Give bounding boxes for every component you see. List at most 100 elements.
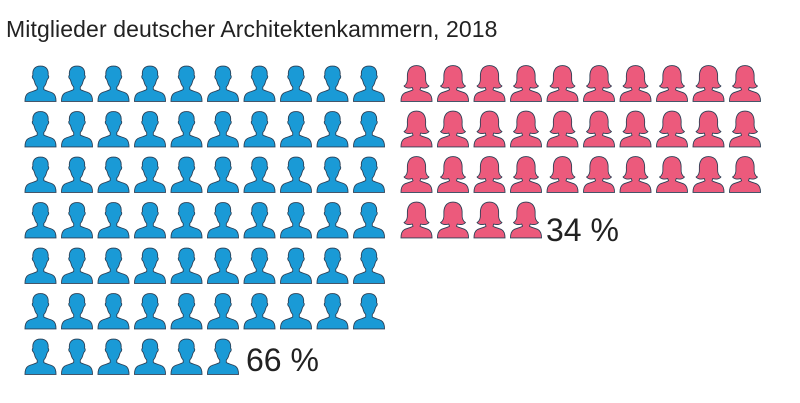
male-person-icon (279, 247, 313, 284)
male-person-icon (170, 202, 203, 239)
female-person-icon (400, 110, 433, 148)
male-person-icon (206, 247, 240, 284)
female-person-icon (546, 65, 579, 102)
male-person-icon (60, 338, 94, 375)
male-person-icon (316, 65, 349, 102)
male-person-icon (316, 156, 349, 193)
female-person-icon (436, 65, 470, 102)
female-person-icon (728, 65, 762, 102)
male-person-icon (352, 156, 386, 193)
male-person-icon (316, 293, 349, 330)
female-person-icon (509, 201, 543, 239)
male-person-icon (279, 293, 313, 330)
male-person-icon (133, 247, 167, 284)
female-person-icon (473, 156, 506, 193)
male-person-icon (133, 156, 167, 193)
male-person-icon (170, 156, 203, 193)
female-person-icon (655, 110, 689, 148)
male-person-icon (60, 156, 94, 193)
male-person-icon (24, 338, 57, 375)
female-person-icon (436, 110, 470, 148)
female-percentage-label: 34 % (546, 212, 619, 248)
male-person-icon (133, 338, 167, 375)
male-person-icon (206, 202, 240, 239)
male-person-icon (133, 65, 167, 102)
male-person-icon (279, 111, 313, 148)
male-person-icon (60, 202, 94, 239)
male-person-icon (279, 156, 313, 193)
female-person-icon (655, 65, 689, 102)
male-person-icon (352, 65, 386, 102)
female-person-icon (436, 201, 470, 239)
male-person-icon (316, 111, 349, 148)
female-person-icon (509, 156, 543, 193)
male-person-icon (316, 247, 349, 284)
male-person-icon (243, 65, 276, 102)
female-person-icon (582, 110, 616, 148)
male-person-icon (97, 156, 130, 193)
female-person-icon (728, 110, 762, 148)
male-person-icon (170, 338, 203, 375)
male-person-icon (170, 247, 203, 284)
female-person-icon (582, 156, 616, 193)
male-person-icon (243, 247, 276, 284)
male-person-icon (352, 293, 386, 330)
male-person-icon (60, 65, 94, 102)
male-icon-grid (24, 65, 386, 375)
male-person-icon (24, 111, 57, 148)
male-person-icon (97, 202, 130, 239)
male-person-icon (97, 338, 130, 375)
male-person-icon (352, 111, 386, 148)
male-person-icon (97, 293, 130, 330)
female-person-icon (546, 156, 579, 193)
female-person-icon (692, 156, 725, 193)
female-person-icon (619, 156, 652, 193)
male-person-icon (60, 293, 94, 330)
female-person-icon (546, 110, 579, 148)
male-person-icon (24, 202, 57, 239)
male-person-icon (352, 202, 386, 239)
female-person-icon (692, 110, 725, 148)
male-person-icon (97, 65, 130, 102)
chart-title: Mitglieder deutscher Architektenkammern,… (6, 16, 498, 42)
male-person-icon (24, 293, 57, 330)
male-person-icon (243, 202, 276, 239)
male-person-icon (206, 338, 240, 375)
male-person-icon (60, 111, 94, 148)
female-person-icon (509, 65, 543, 102)
female-person-icon (436, 156, 470, 193)
male-person-icon (97, 247, 130, 284)
female-person-icon (400, 65, 433, 102)
female-person-icon (619, 65, 652, 102)
female-person-icon (692, 65, 725, 102)
male-person-icon (206, 65, 240, 102)
male-person-icon (97, 111, 130, 148)
male-person-icon (133, 293, 167, 330)
female-person-icon (473, 110, 506, 148)
male-person-icon (24, 247, 57, 284)
male-person-icon (24, 65, 57, 102)
male-person-icon (206, 156, 240, 193)
female-person-icon (728, 156, 762, 193)
female-person-icon (400, 156, 433, 193)
female-person-icon (619, 110, 652, 148)
male-person-icon (170, 293, 203, 330)
male-person-icon (24, 156, 57, 193)
male-person-icon (243, 111, 276, 148)
male-percentage-label: 66 % (246, 342, 319, 378)
female-person-icon (400, 201, 433, 239)
male-person-icon (243, 156, 276, 193)
male-person-icon (206, 111, 240, 148)
male-person-icon (133, 111, 167, 148)
female-person-icon (582, 65, 616, 102)
male-person-icon (352, 247, 386, 284)
male-person-icon (206, 293, 240, 330)
female-person-icon (509, 110, 543, 148)
male-person-icon (170, 111, 203, 148)
male-person-icon (170, 65, 203, 102)
male-person-icon (279, 65, 313, 102)
male-person-icon (60, 247, 94, 284)
female-person-icon (473, 201, 506, 239)
male-person-icon (133, 202, 167, 239)
